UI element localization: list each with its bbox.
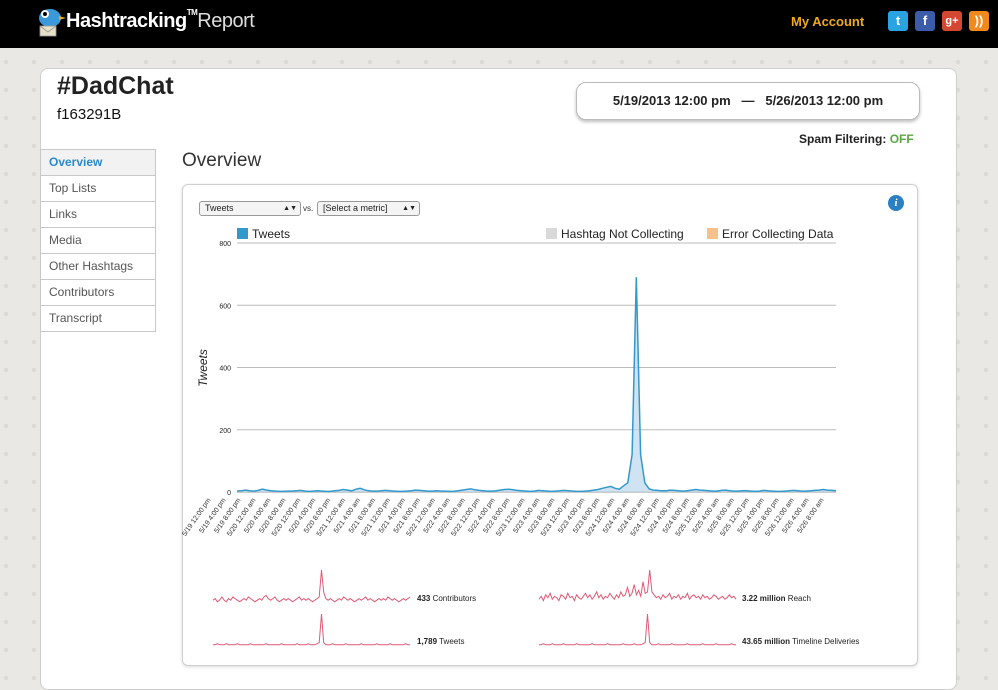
date-end: 5/26/2013 12:00 pm <box>765 93 884 108</box>
metric-select-value: Tweets <box>205 203 234 213</box>
nav-item-media[interactable]: Media <box>40 228 156 254</box>
select-arrows-icon: ▲▼ <box>283 205 297 212</box>
chart-panel <box>182 184 918 666</box>
page-title: #DadChat <box>57 72 174 100</box>
facebook-icon[interactable]: f <box>915 11 935 31</box>
compare-metric-select[interactable]: [Select a metric] ▲▼ <box>317 201 420 216</box>
date-start: 5/19/2013 12:00 pm <box>612 93 731 108</box>
date-range-picker[interactable]: 5/19/2013 12:00 pm — 5/26/2013 12:00 pm <box>576 82 920 120</box>
nav-item-top-lists[interactable]: Top Lists <box>40 176 156 202</box>
brand-tm: TM <box>186 8 198 17</box>
spam-label: Spam Filtering: <box>799 132 887 146</box>
nav-item-contributors[interactable]: Contributors <box>40 280 156 306</box>
nav-item-other-hashtags[interactable]: Other Hashtags <box>40 254 156 280</box>
info-icon[interactable]: i <box>888 195 904 211</box>
nav-item-overview[interactable]: Overview <box>40 149 156 176</box>
brand-suffix: Report <box>197 10 255 32</box>
metric-select[interactable]: Tweets ▲▼ <box>199 201 301 216</box>
my-account-link[interactable]: My Account <box>791 14 865 29</box>
spam-filtering-status[interactable]: Spam Filtering: OFF <box>799 132 914 146</box>
spam-value[interactable]: OFF <box>889 132 914 146</box>
twitter-icon[interactable]: t <box>888 11 908 31</box>
select-arrows-icon: ▲▼ <box>402 205 416 212</box>
section-title: Overview <box>182 150 262 171</box>
section-nav: Overview Top Lists Links Media Other Has… <box>40 149 156 332</box>
compare-select-value: [Select a metric] <box>323 203 388 213</box>
rss-icon[interactable]: )) <box>969 11 989 31</box>
brand-name[interactable]: HashtrackingTMReport <box>66 8 255 33</box>
date-separator: — <box>741 93 755 108</box>
top-bar: HashtrackingTMReport My Account t f g+ )… <box>0 0 998 48</box>
nav-item-transcript[interactable]: Transcript <box>40 306 156 332</box>
report-id: f163291B <box>57 106 122 123</box>
vs-label: vs. <box>303 204 314 213</box>
brand-text: Hashtracking <box>66 10 187 32</box>
google-plus-icon[interactable]: g+ <box>942 11 962 31</box>
nav-item-links[interactable]: Links <box>40 202 156 228</box>
bird-logo-icon[interactable] <box>32 2 68 40</box>
